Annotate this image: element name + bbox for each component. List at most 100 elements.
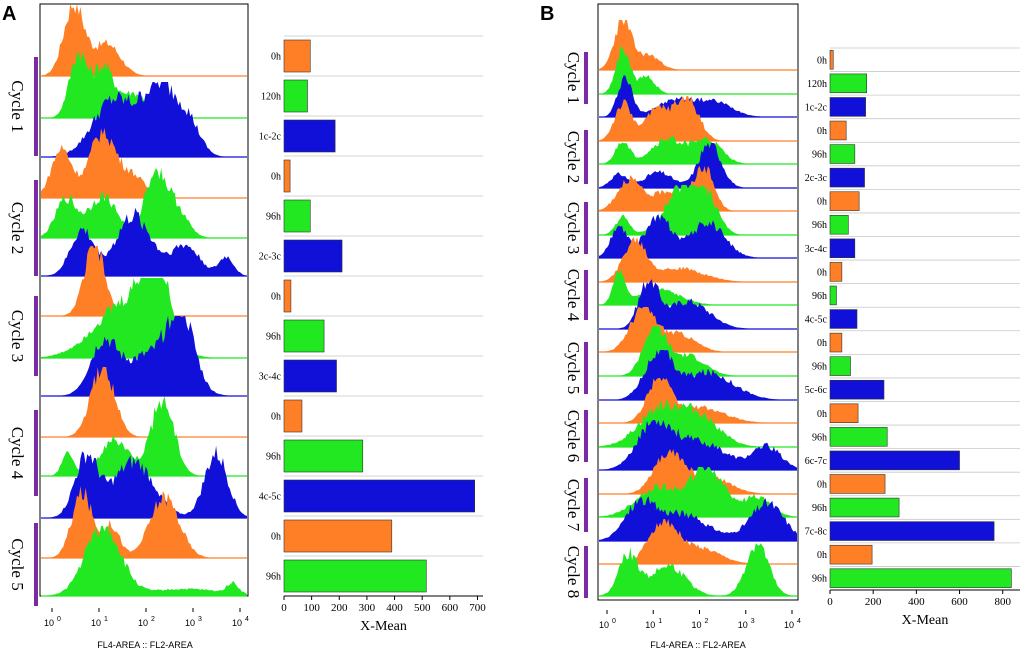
category-label: 1c-2c (805, 102, 828, 113)
cycle-marker (584, 546, 588, 598)
log-tick-base: 10 (232, 618, 242, 628)
histogram-x-title-b: FL4-AREA :: FL2-AREA (650, 640, 746, 650)
category-label: 1c-2c (259, 132, 282, 143)
cycle-marker (34, 523, 38, 606)
histogram-curve (41, 316, 247, 396)
category-label: 120h (261, 92, 281, 103)
bar (283, 119, 336, 153)
category-label: 2c-3c (805, 173, 828, 184)
log-tick-exponent: 1 (104, 616, 108, 623)
x-tick-label: 300 (359, 602, 376, 614)
category-label: 0h (271, 292, 281, 303)
cycle-marker (584, 202, 588, 254)
cycle-label: Cycle 4 (8, 427, 27, 480)
cycle-label: Cycle 3 (8, 310, 27, 362)
x-tick-label: 200 (865, 596, 882, 608)
bar (829, 120, 847, 141)
bar (829, 262, 843, 282)
category-label: 96h (266, 452, 281, 463)
log-tick-base: 10 (91, 618, 101, 628)
cycle-label: Cycle 5 (564, 342, 583, 394)
histogram-curve (599, 350, 797, 400)
bar (829, 521, 995, 541)
log-tick-base: 10 (138, 618, 148, 628)
log-tick-base: 10 (44, 618, 54, 628)
histogram-curve (599, 185, 797, 235)
x-tick-label: 800 (994, 596, 1011, 608)
category-label: 96h (812, 574, 827, 585)
bar (829, 474, 886, 494)
histogram-curve (599, 20, 797, 70)
category-label: 0h (817, 197, 827, 208)
bar (829, 144, 856, 164)
category-label: 96h (812, 432, 827, 443)
histogram-curve (599, 96, 797, 141)
bar (829, 379, 885, 400)
bar (829, 285, 837, 306)
histogram-panel-b: Cycle 1 Cycle 2 Cycle 3 Cycle 4 Cycle 5 Cycle… (564, 3, 801, 650)
histogram-curve (599, 135, 797, 164)
category-label: 96h (266, 332, 281, 343)
cycle-label: Cycle 7 (564, 479, 583, 532)
histogram-curve (599, 449, 797, 494)
category-label: 0h (271, 172, 281, 183)
x-tick-label: 0 (281, 602, 287, 614)
log-tick-exponent: 3 (198, 616, 202, 623)
bar (829, 97, 866, 117)
cycle-marker (584, 52, 588, 104)
histogram-frame-b (597, 3, 799, 601)
histogram-curve (41, 168, 247, 238)
cycle-marker (34, 180, 38, 276)
bar (829, 356, 851, 376)
bar (829, 50, 834, 70)
log-tick-exponent: 0 (57, 616, 61, 623)
cycle-label: Cycle 5 (8, 538, 27, 590)
x-tick-label: 500 (414, 602, 431, 614)
bar (283, 79, 308, 113)
category-label: 96h (812, 150, 827, 161)
bar-chart-b: 0h 120h 1c-2c 0h 96h 2c-3c 0h 96h 3c-4c 0h 96h 4c-5… (805, 47, 1020, 628)
bar (829, 238, 856, 259)
histogram-x-title-a: FL4-AREA :: FL2-AREA (97, 640, 193, 650)
cycle-label: Cycle 4 (564, 269, 583, 322)
log-tick-base: 10 (784, 620, 794, 630)
category-label: 3c-4c (805, 244, 828, 255)
category-label: 0h (271, 52, 281, 63)
bar (283, 279, 292, 313)
bar (829, 332, 843, 353)
category-label: 3c-4c (259, 372, 282, 383)
histogram-curve (41, 246, 247, 316)
category-label: 96h (266, 572, 281, 583)
bar (829, 215, 849, 235)
category-label: 0h (817, 409, 827, 420)
category-label: 96h (812, 220, 827, 231)
bar (283, 199, 311, 233)
histogram-curve (599, 143, 797, 188)
bar (283, 439, 364, 473)
cycle-marker (34, 410, 38, 496)
bar (283, 359, 337, 393)
bar-x-title-b: X-Mean (902, 613, 949, 628)
cycle-marker (584, 342, 588, 394)
histogram-curve (599, 519, 797, 564)
bar (283, 239, 343, 273)
cycle-label: Cycle 2 (564, 131, 583, 183)
cycle-marker (584, 478, 588, 532)
category-label: 0h (817, 338, 827, 349)
histogram-curve (41, 278, 247, 358)
category-label: 0h (817, 550, 827, 561)
log-tick-exponent: 4 (797, 618, 801, 625)
category-label: 96h (266, 212, 281, 223)
category-label: 0h (271, 412, 281, 423)
log-tick-base: 10 (691, 620, 701, 630)
x-tick-label: 0 (827, 596, 833, 608)
bar-chart-a: 0h 120h 1c-2c 0h 96h 2c-3c 0h 96h 3c-4c 0h 96h 4c-5… (259, 35, 486, 634)
histogram-curve (599, 214, 797, 258)
category-label: 0h (817, 55, 827, 66)
bar (829, 73, 868, 94)
log-tick-base: 10 (599, 620, 609, 630)
x-tick-label: 600 (951, 596, 968, 608)
histogram-curve (599, 543, 797, 596)
bar (283, 479, 476, 513)
